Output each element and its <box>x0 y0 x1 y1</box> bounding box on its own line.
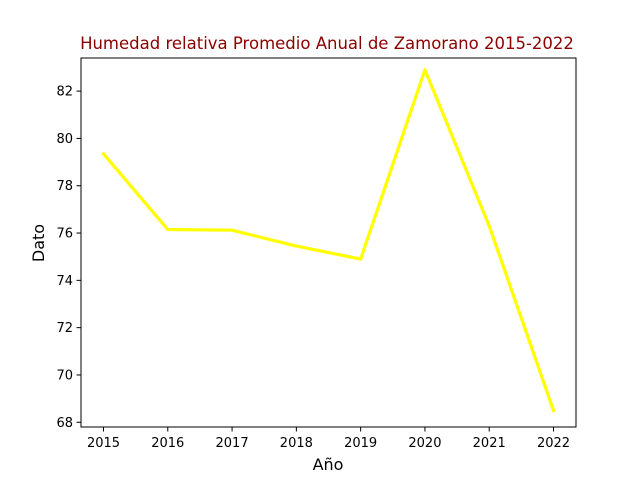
x-axis: 2015 2016 2017 2018 2019 2020 2021 2022 <box>87 427 570 451</box>
x-tick-label: 2018 <box>280 436 313 451</box>
y-tick-label: 74 <box>56 274 73 289</box>
y-tick-label: 82 <box>56 85 73 100</box>
y-tick-label: 80 <box>56 132 73 147</box>
y-tick-label: 76 <box>56 227 73 242</box>
plot-frame <box>80 57 577 428</box>
y-tick-label: 70 <box>56 368 73 383</box>
x-tick-label: 2015 <box>87 436 120 451</box>
y-axis-label: Dato <box>29 224 48 262</box>
x-tick-label: 2022 <box>537 436 570 451</box>
chart-title: Humedad relativa Promedio Anual de Zamor… <box>80 34 574 53</box>
y-axis: 68 70 72 74 76 78 80 82 <box>56 85 81 431</box>
x-tick-label: 2021 <box>473 436 506 451</box>
series-line <box>101 68 556 413</box>
y-tick-label: 78 <box>56 179 73 194</box>
x-tick-label: 2019 <box>344 436 377 451</box>
y-tick-label: 68 <box>56 416 73 431</box>
x-axis-label: Año <box>313 455 344 474</box>
x-tick-label: 2020 <box>408 436 441 451</box>
plot-area <box>101 68 556 413</box>
x-tick-label: 2017 <box>216 436 249 451</box>
y-tick-label: 72 <box>56 321 73 336</box>
x-tick-label: 2016 <box>151 436 184 451</box>
